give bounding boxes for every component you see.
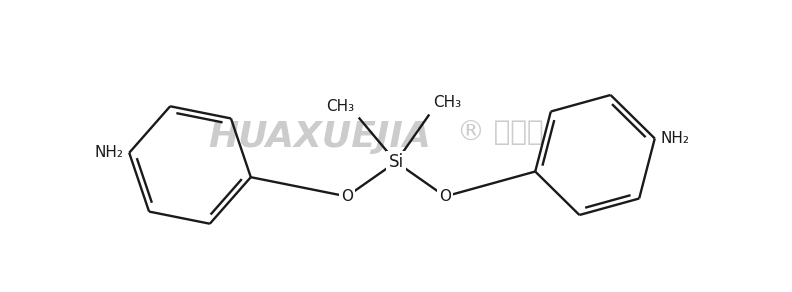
Text: NH₂: NH₂ [94,145,124,160]
Text: HUAXUEJIA: HUAXUEJIA [208,120,432,154]
Text: ® 化学加: ® 化学加 [457,118,543,146]
Text: CH₃: CH₃ [433,95,462,110]
Text: O: O [341,189,353,204]
Text: O: O [439,189,451,204]
Text: NH₂: NH₂ [661,131,690,146]
Text: Si: Si [388,153,404,171]
Text: CH₃: CH₃ [326,99,355,114]
